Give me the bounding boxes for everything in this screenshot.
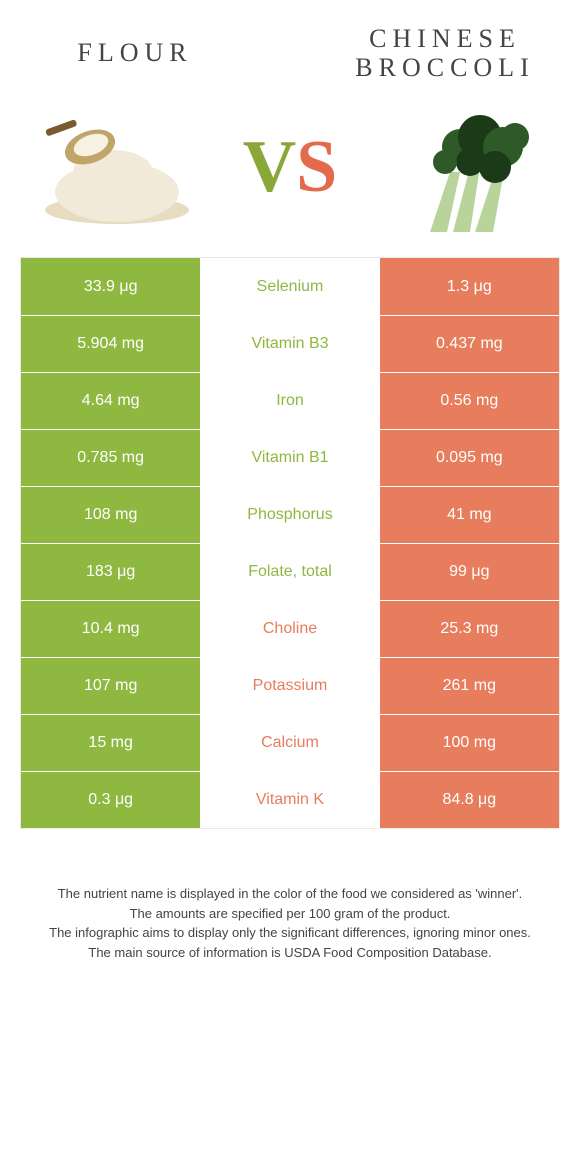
- image-row: VS: [0, 82, 580, 257]
- cell-nutrient-name: Iron: [200, 373, 379, 429]
- cell-right-value: 25.3 mg: [380, 601, 559, 657]
- table-row: 5.904 mgVitamin B30.437 mg: [21, 315, 559, 372]
- cell-nutrient-name: Selenium: [200, 258, 379, 315]
- footer: The nutrient name is displayed in the co…: [20, 884, 560, 962]
- table-row: 0.3 μgVitamin K84.8 μg: [21, 771, 559, 828]
- title-left: FLOUR: [35, 39, 235, 68]
- table-row: 183 μgFolate, total99 μg: [21, 543, 559, 600]
- vs-v: V: [243, 125, 296, 210]
- cell-right-value: 1.3 μg: [380, 258, 559, 315]
- title-right-line1: CHINESE: [369, 24, 521, 53]
- cell-nutrient-name: Vitamin B3: [200, 316, 379, 372]
- cell-nutrient-name: Vitamin K: [200, 772, 379, 828]
- cell-left-value: 0.785 mg: [21, 430, 200, 486]
- footer-line3: The infographic aims to display only the…: [20, 923, 560, 943]
- cell-left-value: 33.9 μg: [21, 258, 200, 315]
- table-row: 108 mgPhosphorus41 mg: [21, 486, 559, 543]
- flour-image: [35, 97, 205, 237]
- table-row: 33.9 μgSelenium1.3 μg: [21, 258, 559, 315]
- cell-right-value: 99 μg: [380, 544, 559, 600]
- table-row: 15 mgCalcium100 mg: [21, 714, 559, 771]
- header: FLOUR CHINESE BROCCOLI: [0, 0, 580, 82]
- cell-left-value: 0.3 μg: [21, 772, 200, 828]
- table-row: 10.4 mgCholine25.3 mg: [21, 600, 559, 657]
- footer-line1: The nutrient name is displayed in the co…: [20, 884, 560, 904]
- cell-right-value: 0.437 mg: [380, 316, 559, 372]
- footer-line2: The amounts are specified per 100 gram o…: [20, 904, 560, 924]
- cell-left-value: 183 μg: [21, 544, 200, 600]
- cell-nutrient-name: Choline: [200, 601, 379, 657]
- table-row: 107 mgPotassium261 mg: [21, 657, 559, 714]
- cell-right-value: 0.095 mg: [380, 430, 559, 486]
- nutrient-table: 33.9 μgSelenium1.3 μg5.904 mgVitamin B30…: [20, 257, 560, 829]
- footer-line4: The main source of information is USDA F…: [20, 943, 560, 963]
- cell-nutrient-name: Phosphorus: [200, 487, 379, 543]
- cell-right-value: 41 mg: [380, 487, 559, 543]
- cell-right-value: 261 mg: [380, 658, 559, 714]
- broccoli-icon: [375, 97, 545, 237]
- cell-left-value: 5.904 mg: [21, 316, 200, 372]
- cell-left-value: 15 mg: [21, 715, 200, 771]
- vs-label: VS: [243, 125, 338, 210]
- title-right: CHINESE BROCCOLI: [345, 25, 545, 82]
- cell-nutrient-name: Potassium: [200, 658, 379, 714]
- table-row: 0.785 mgVitamin B10.095 mg: [21, 429, 559, 486]
- cell-left-value: 108 mg: [21, 487, 200, 543]
- vs-s: S: [296, 125, 337, 210]
- cell-right-value: 84.8 μg: [380, 772, 559, 828]
- flour-icon: [35, 102, 205, 232]
- table-row: 4.64 mgIron0.56 mg: [21, 372, 559, 429]
- cell-left-value: 10.4 mg: [21, 601, 200, 657]
- title-right-line2: BROCCOLI: [355, 53, 534, 82]
- cell-right-value: 0.56 mg: [380, 373, 559, 429]
- cell-nutrient-name: Folate, total: [200, 544, 379, 600]
- cell-left-value: 4.64 mg: [21, 373, 200, 429]
- cell-right-value: 100 mg: [380, 715, 559, 771]
- cell-nutrient-name: Vitamin B1: [200, 430, 379, 486]
- cell-nutrient-name: Calcium: [200, 715, 379, 771]
- cell-left-value: 107 mg: [21, 658, 200, 714]
- broccoli-image: [375, 97, 545, 237]
